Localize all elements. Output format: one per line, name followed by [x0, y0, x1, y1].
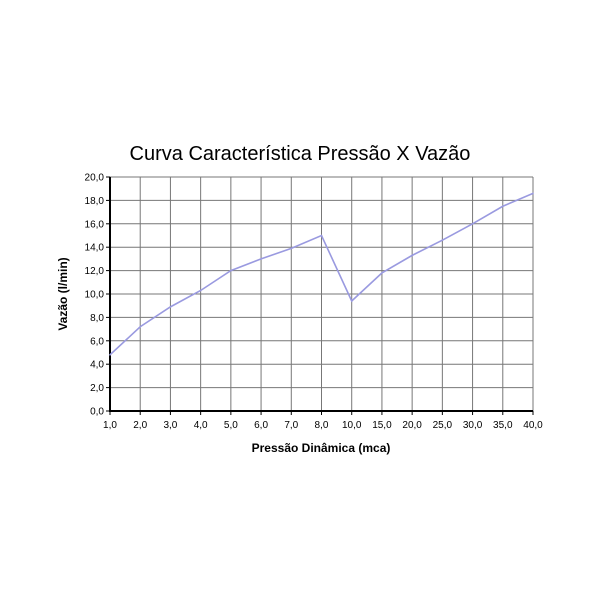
y-tick-label: 10,0 — [85, 290, 105, 301]
x-tick-label: 2,0 — [133, 420, 147, 431]
chart-title: Curva Característica Pressão X Vazão — [130, 143, 471, 165]
data-point — [109, 354, 111, 356]
x-tick-label: 30,0 — [463, 420, 483, 431]
x-tick-label: 3,0 — [163, 420, 177, 431]
y-tick-label: 18,0 — [85, 196, 105, 207]
x-tick-label: 8,0 — [315, 420, 329, 431]
data-point — [501, 205, 504, 208]
y-tick-label: 2,0 — [90, 383, 104, 394]
x-tick-labels: 1,0 2,0 3,0 4,0 5,0 6,0 7,0 8,0 10,0 15,0 20,0 25,0… — [103, 420, 543, 431]
y-tick-label: 12,0 — [85, 266, 105, 277]
y-tick-label: 4,0 — [90, 360, 104, 371]
data-point — [320, 234, 323, 237]
data-point — [230, 269, 232, 272]
data-point — [411, 254, 413, 257]
y-tick-label: 6,0 — [90, 336, 104, 347]
y-tick-labels: 0,0 2,0 4,0 6,0 8,0 10,0 12,0 14,0 16,0 18,0 20,0 — [85, 173, 105, 418]
x-tick-label: 35,0 — [493, 420, 513, 431]
x-axis-label: Pressão Dinâmica (mca) — [252, 441, 391, 455]
x-tick-label: 15,0 — [372, 420, 392, 431]
y-tick-label: 14,0 — [85, 243, 105, 254]
y-tick-label: 0,0 — [90, 407, 104, 418]
y-tick-label: 20,0 — [85, 173, 105, 184]
x-tick-label: 4,0 — [194, 420, 208, 431]
x-tick-label: 10,0 — [342, 420, 362, 431]
data-point — [169, 306, 172, 308]
data-point — [290, 247, 293, 250]
y-tick-label: 16,0 — [85, 219, 105, 230]
data-point — [381, 272, 383, 274]
x-tick-label: 5,0 — [224, 420, 238, 431]
data-point — [441, 239, 444, 241]
y-tick-label: 8,0 — [90, 313, 104, 324]
x-tick-label: 7,0 — [284, 420, 298, 431]
x-tick-label: 40,0 — [523, 420, 543, 431]
data-point — [139, 325, 142, 328]
series — [109, 192, 534, 356]
x-tick-label: 6,0 — [254, 420, 268, 431]
x-tick-label: 25,0 — [433, 420, 453, 431]
data-point — [350, 300, 353, 302]
grid — [106, 176, 534, 415]
data-point — [532, 192, 534, 195]
data-point — [471, 223, 474, 225]
data-point — [260, 258, 262, 260]
x-tick-label: 20,0 — [402, 420, 422, 431]
data-point — [199, 289, 202, 292]
x-tick-label: 1,0 — [103, 420, 117, 431]
y-axis-label: Vazão (l/min) — [56, 257, 70, 330]
